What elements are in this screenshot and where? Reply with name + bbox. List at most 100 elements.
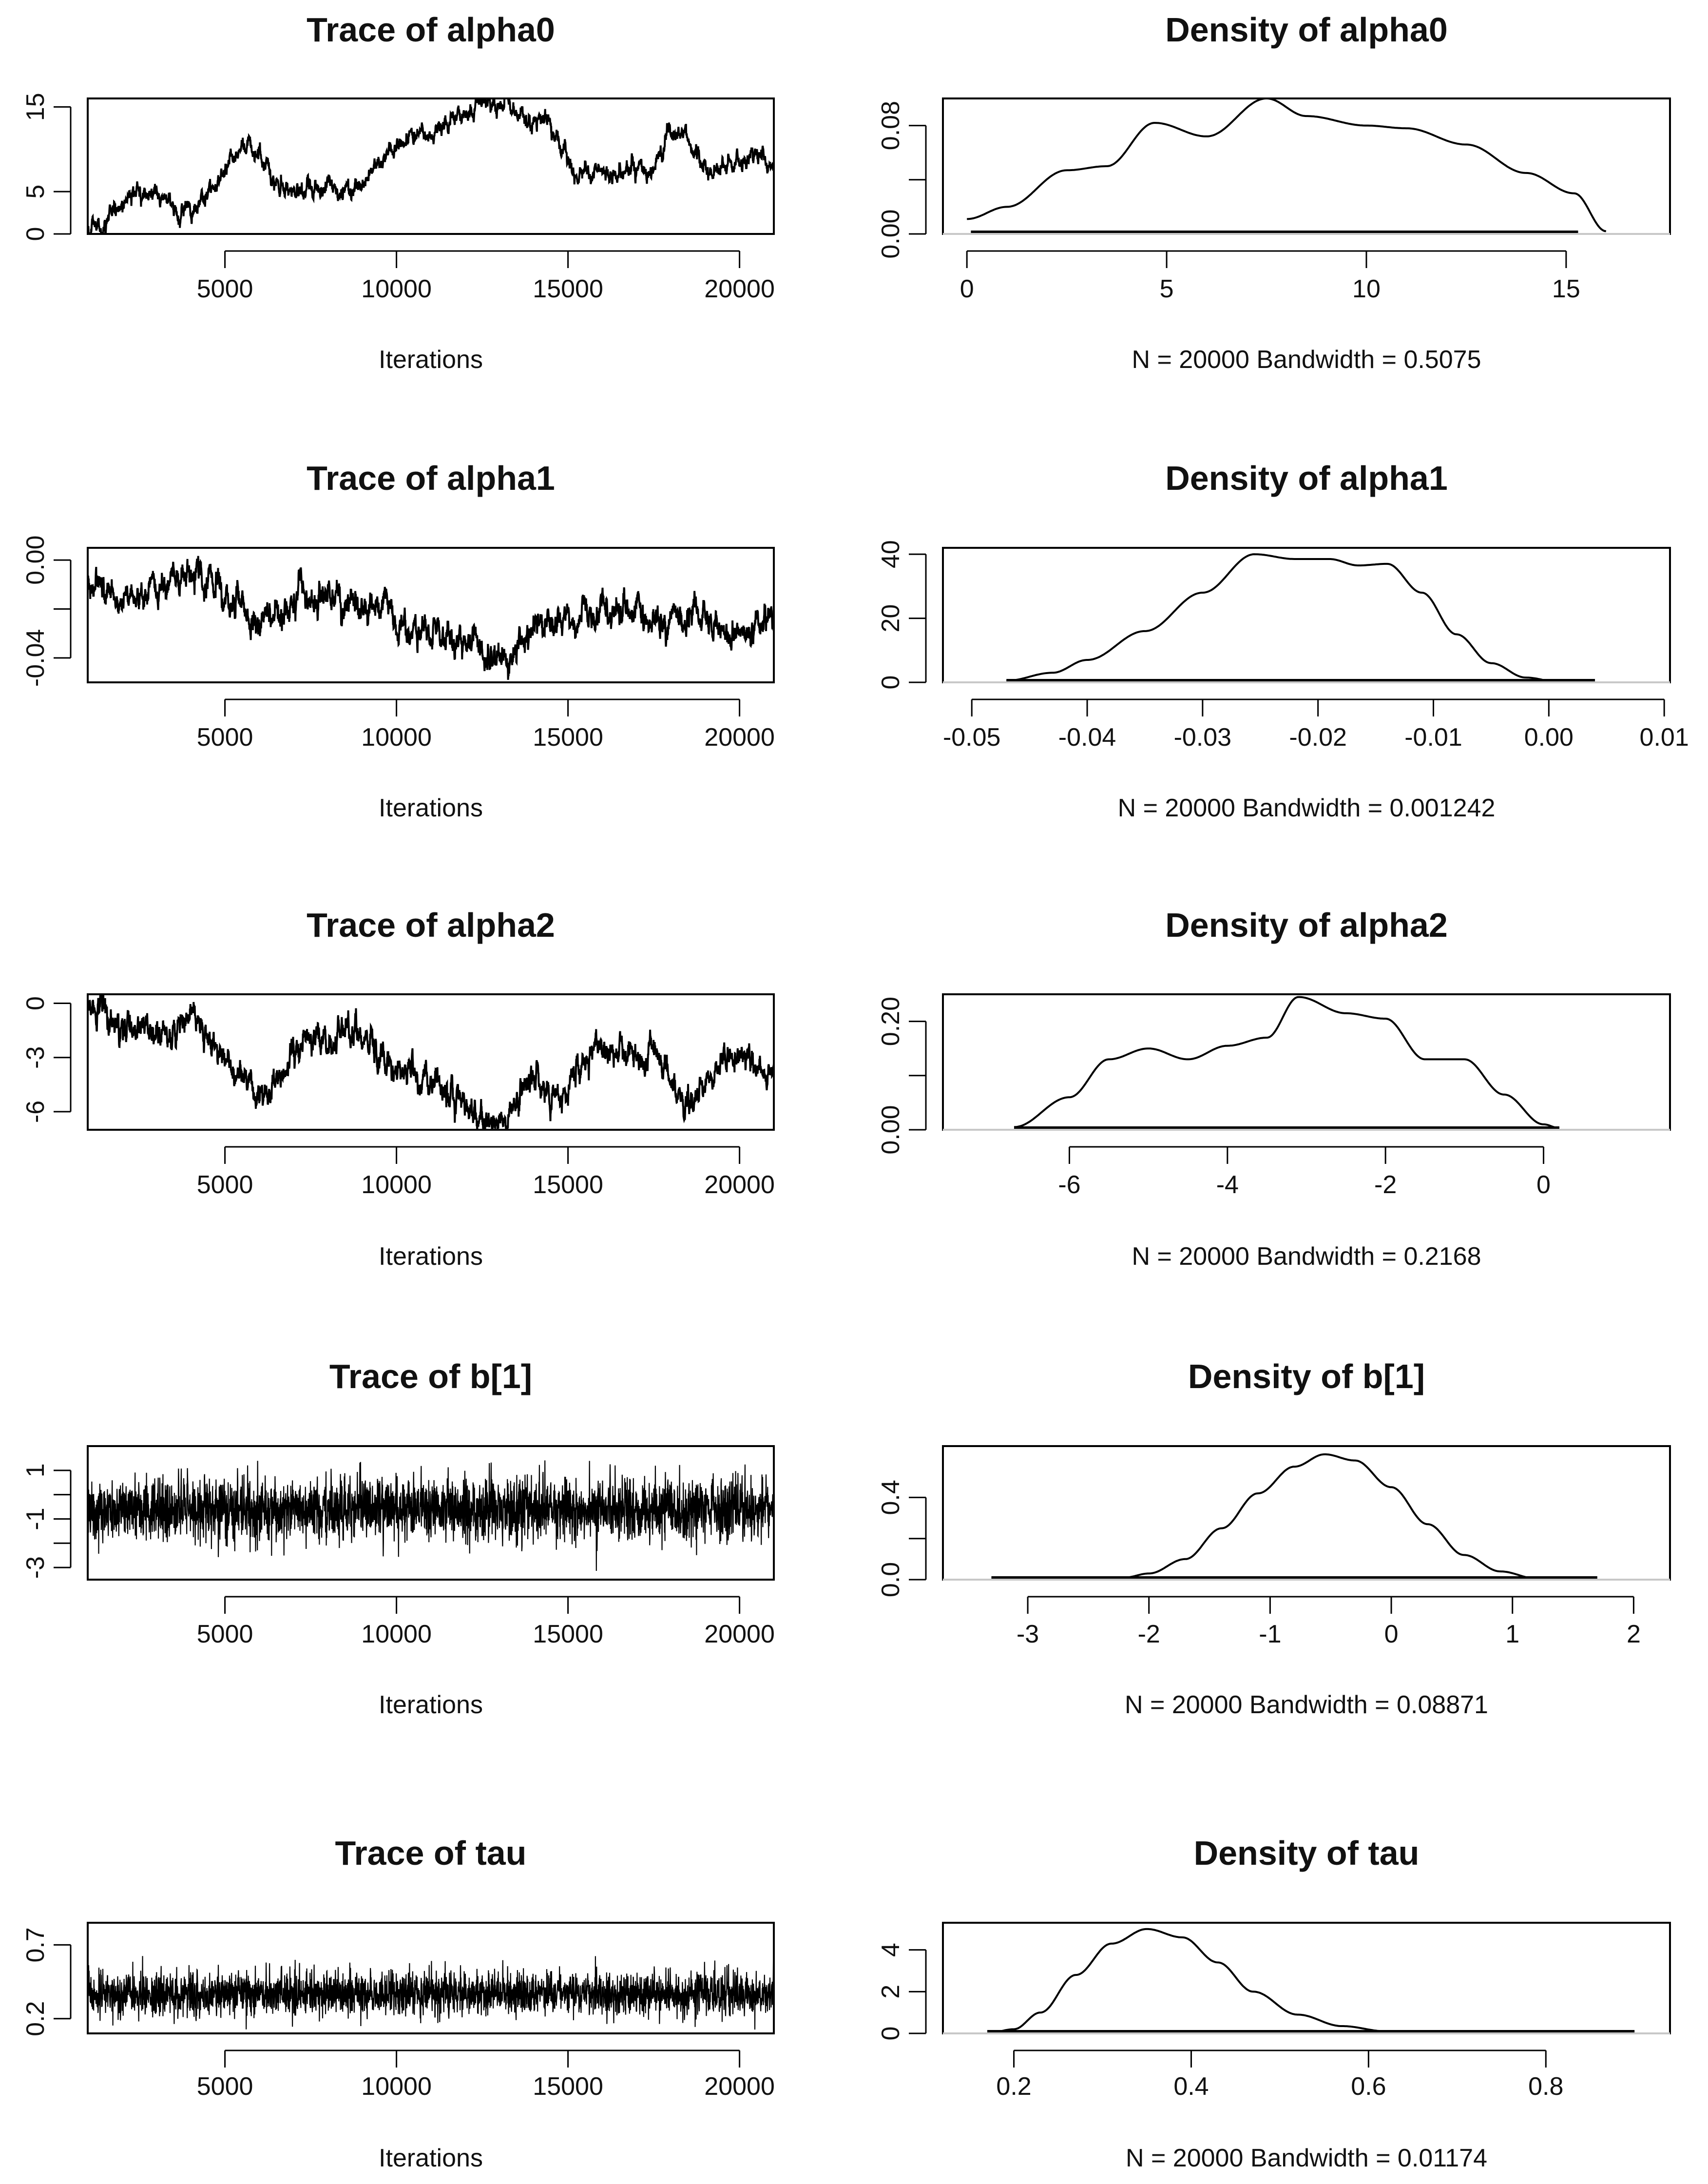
x-axis-label: N = 20000 Bandwidth = 0.001242 bbox=[1118, 794, 1496, 822]
plot-frame bbox=[942, 993, 1671, 1131]
y-tick-label: 1 bbox=[21, 1463, 50, 1477]
y-tick-label: 0 bbox=[877, 676, 905, 690]
x-tick-label: 0 bbox=[1384, 1620, 1399, 1648]
x-axis-label: N = 20000 Bandwidth = 0.2168 bbox=[1132, 1242, 1481, 1271]
plot-frame bbox=[87, 547, 775, 683]
x-tick-label: 20000 bbox=[704, 2072, 775, 2101]
trace-series-line bbox=[89, 1460, 773, 1571]
trace-plot-2: Trace of alpha1 5000 10000 15000 20000 0.00 -0… bbox=[21, 459, 775, 822]
y-tick-label: -0.04 bbox=[21, 629, 50, 687]
x-tick-label: 10000 bbox=[361, 275, 432, 303]
density-curve bbox=[1076, 1453, 1561, 1579]
chart-title: Density of alpha0 bbox=[1165, 11, 1448, 49]
x-tick-label: 0 bbox=[1536, 1171, 1551, 1199]
x-tick-label: -0.04 bbox=[1058, 723, 1116, 752]
density-curve bbox=[1006, 553, 1560, 681]
trace-plot-5: Trace of tau 5000 10000 15000 20000 0.2 0.7 Ite… bbox=[21, 1834, 775, 2172]
y-tick-label: 5 bbox=[21, 185, 50, 199]
x-tick-label: -4 bbox=[1216, 1171, 1239, 1199]
chart-title: Density of tau bbox=[1194, 1834, 1420, 1872]
y-tick-label: -1 bbox=[21, 1508, 50, 1530]
x-axis-label: Iterations bbox=[379, 794, 483, 822]
plot-frame bbox=[87, 1445, 775, 1581]
x-tick-label: 20000 bbox=[704, 1620, 775, 1648]
chart-title: Density of b[1] bbox=[1188, 1357, 1425, 1395]
x-tick-label: 5 bbox=[1160, 275, 1174, 303]
x-tick-label: 10000 bbox=[361, 1620, 432, 1648]
trace-plot-1: Trace of alpha0 5000 10000 15000 20000 0 5 15 It… bbox=[21, 11, 775, 374]
x-tick-label: 10 bbox=[1352, 275, 1381, 303]
y-tick-label: 0.20 bbox=[877, 997, 905, 1046]
y-tick-label: -3 bbox=[21, 1556, 50, 1579]
x-tick-label: 10000 bbox=[361, 723, 432, 752]
x-tick-label: 0.6 bbox=[1351, 2072, 1386, 2101]
chart-title: Density of alpha1 bbox=[1165, 459, 1448, 497]
x-tick-label: -2 bbox=[1374, 1171, 1397, 1199]
x-tick-label: 10000 bbox=[361, 1171, 432, 1199]
x-axis-label: N = 20000 Bandwidth = 0.5075 bbox=[1132, 346, 1481, 374]
plot-frame bbox=[87, 1922, 775, 2034]
x-tick-label: 15 bbox=[1552, 275, 1580, 303]
x-tick-label: -0.05 bbox=[943, 723, 1001, 752]
x-tick-label: -3 bbox=[1017, 1620, 1039, 1648]
chart-title: Trace of alpha2 bbox=[307, 906, 555, 944]
y-tick-label: 0.0 bbox=[877, 1562, 905, 1597]
chart-title: Trace of alpha1 bbox=[307, 459, 555, 497]
x-tick-label: 20000 bbox=[704, 1171, 775, 1199]
y-tick-label: -6 bbox=[21, 1101, 50, 1123]
density-curve bbox=[967, 99, 1607, 232]
x-tick-label: 0 bbox=[960, 275, 974, 303]
y-tick-label: 0 bbox=[21, 996, 50, 1010]
x-tick-label: 0.01 bbox=[1640, 723, 1689, 752]
trace-series-line bbox=[89, 995, 773, 1129]
x-axis-label: N = 20000 Bandwidth = 0.01174 bbox=[1126, 2144, 1487, 2172]
x-tick-label: 15000 bbox=[533, 275, 603, 303]
y-tick-label: 0.00 bbox=[877, 209, 905, 258]
x-tick-label: 0.8 bbox=[1528, 2072, 1563, 2101]
y-tick-label: 0 bbox=[877, 2027, 905, 2041]
x-tick-label: 5000 bbox=[197, 723, 253, 752]
plot-frame bbox=[942, 547, 1671, 683]
y-tick-label: 0.00 bbox=[21, 535, 50, 584]
x-tick-label: 5000 bbox=[197, 1171, 253, 1199]
density-plot-2: Density of alpha1 -0.05 -0.04 -0.03 -0.02 -0.… bbox=[877, 459, 1689, 822]
chart-title: Trace of tau bbox=[335, 1834, 527, 1872]
x-tick-label: 10000 bbox=[361, 2072, 432, 2101]
x-tick-label: 5000 bbox=[197, 275, 253, 303]
x-tick-label: -6 bbox=[1058, 1171, 1080, 1199]
x-tick-label: 15000 bbox=[533, 723, 603, 752]
y-tick-label: 4 bbox=[877, 1943, 905, 1957]
trace-series-line bbox=[89, 99, 773, 233]
y-tick-label: 15 bbox=[21, 93, 50, 121]
density-plot-3: Density of alpha2 -6 -4 -2 0 0.00 0.20 N = 2000… bbox=[877, 906, 1671, 1271]
x-axis-label: Iterations bbox=[379, 346, 483, 374]
x-tick-label: -0.02 bbox=[1289, 723, 1347, 752]
x-tick-label: 15000 bbox=[533, 1171, 603, 1199]
x-tick-label: 20000 bbox=[704, 275, 775, 303]
chart-title: Density of alpha2 bbox=[1165, 906, 1448, 944]
x-tick-label: -0.01 bbox=[1404, 723, 1462, 752]
chart-title: Trace of alpha0 bbox=[307, 11, 555, 49]
density-plot-5: Density of tau 0.2 0.4 0.6 0.8 0 2 4 N = 20000 B… bbox=[877, 1834, 1671, 2172]
x-axis-label: Iterations bbox=[379, 1242, 483, 1271]
chart-title: Trace of b[1] bbox=[329, 1357, 532, 1395]
x-axis-label: Iterations bbox=[379, 1691, 483, 1719]
trace-plot-4: Trace of b[1] 5000 10000 15000 20000 1 -1 -3 Ite… bbox=[21, 1357, 775, 1719]
plot-frame bbox=[942, 1922, 1671, 2034]
x-tick-label: 1 bbox=[1505, 1620, 1519, 1648]
trace-plot-3: Trace of alpha2 5000 10000 15000 20000 0 -3 -6 I… bbox=[21, 906, 775, 1271]
x-tick-label: 15000 bbox=[533, 2072, 603, 2101]
x-tick-label: 20000 bbox=[704, 723, 775, 752]
plot-frame bbox=[87, 97, 775, 235]
density-curve bbox=[987, 1928, 1458, 2032]
y-tick-label: 0.08 bbox=[877, 101, 905, 150]
trace-series-line bbox=[89, 1956, 773, 2030]
x-axis-label: N = 20000 Bandwidth = 0.08871 bbox=[1125, 1691, 1488, 1719]
y-tick-label: 0.4 bbox=[877, 1480, 905, 1515]
x-tick-label: -2 bbox=[1138, 1620, 1160, 1648]
x-tick-label: -1 bbox=[1259, 1620, 1281, 1648]
y-tick-label: 0.00 bbox=[877, 1105, 905, 1154]
plot-frame bbox=[942, 1445, 1671, 1581]
x-tick-label: 0.00 bbox=[1524, 723, 1574, 752]
